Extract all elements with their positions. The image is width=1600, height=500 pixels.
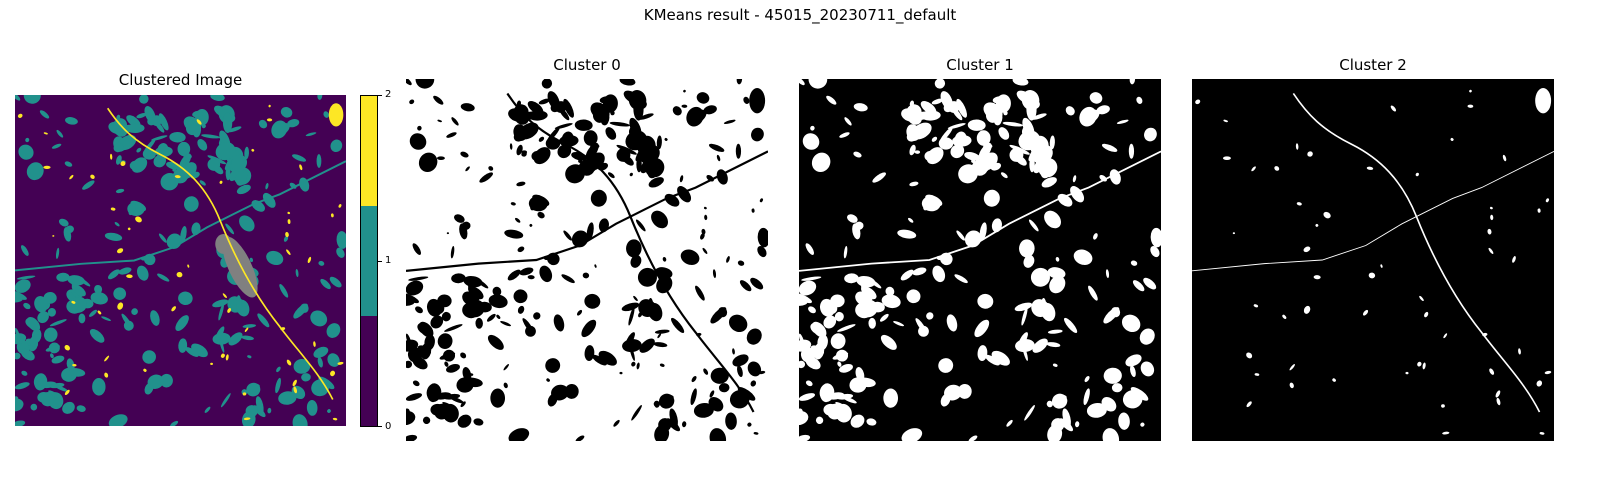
clustered-image-title: Clustered Image — [118, 71, 243, 89]
cluster-1-title: Cluster 1 — [946, 56, 1014, 74]
colorbar-segment-1 — [361, 206, 377, 316]
cluster-1-mask — [799, 79, 1161, 441]
clustered-image-plot — [15, 95, 346, 426]
colorbar — [360, 95, 378, 427]
cluster-2-title: Cluster 2 — [1339, 56, 1407, 74]
colorbar-tick-2 — [378, 95, 382, 96]
colorbar-tick-label-1: 1 — [385, 255, 392, 266]
colorbar-tick-label-0: 0 — [385, 421, 392, 432]
colorbar-tick-1 — [378, 261, 382, 262]
colorbar-segment-0 — [361, 316, 377, 426]
cluster-0-title: Cluster 0 — [553, 56, 621, 74]
colorbar-tick-0 — [378, 426, 382, 427]
colorbar-tick-label-2: 2 — [385, 89, 392, 100]
cluster-2-mask — [1192, 79, 1554, 441]
figure-title: KMeans result - 45015_20230711_default — [643, 6, 957, 24]
cluster-0-mask — [406, 79, 768, 441]
colorbar-segment-2 — [361, 96, 377, 206]
